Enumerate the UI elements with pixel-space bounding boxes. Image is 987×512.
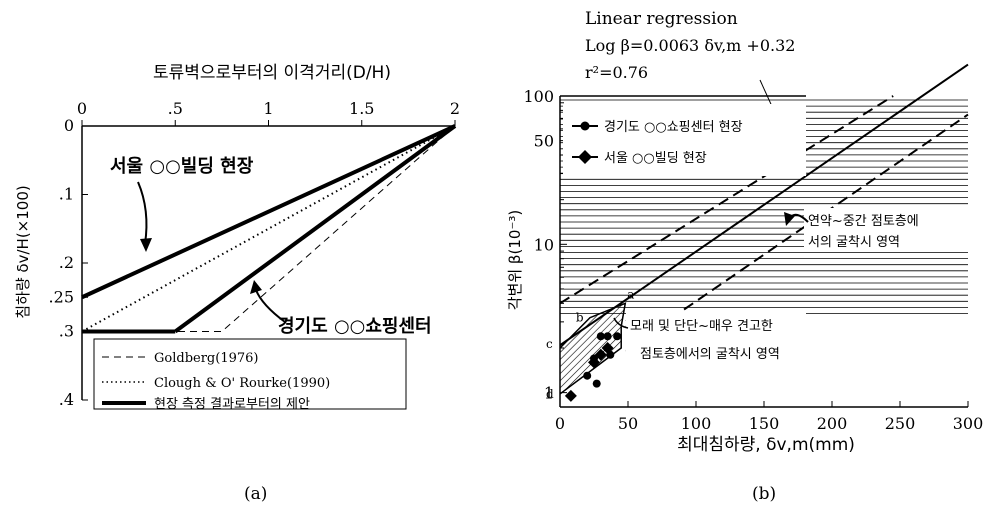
region-letter-a: a xyxy=(627,287,634,301)
data-point-seoul xyxy=(564,389,577,402)
chart-a-y-tick-label: .25 xyxy=(49,287,74,306)
data-point-seoul xyxy=(601,341,614,354)
regression-r2: r²=0.76 xyxy=(585,63,648,82)
region-letter-d: d xyxy=(546,387,554,401)
chart-a-x-tick-label: 1 xyxy=(263,99,273,118)
annotation-gyeonggi: 경기도 ○○쇼핑센터 xyxy=(278,316,432,337)
region-clay-pointer-head xyxy=(784,212,795,226)
arrow-gyeonggi xyxy=(255,289,286,323)
legend-b-shopping-label: 경기도 ○○쇼핑센터 현장 xyxy=(604,120,743,135)
regression-title: Linear regression xyxy=(585,9,738,29)
chart-b-x-tick-label: 50 xyxy=(618,414,638,433)
chart-a-y-tick-label: .2 xyxy=(59,253,74,272)
annotation-seoul: 서울 ○○빌딩 현장 xyxy=(110,156,254,177)
chart-b-x-axis-title: 최대침하량, δv,m(mm) xyxy=(677,435,855,455)
chart-a-y-tick-label: .3 xyxy=(59,322,74,341)
chart-a-x-tick-label: .5 xyxy=(168,99,183,118)
data-point-shopping xyxy=(603,332,612,341)
panel-label-a: (a) xyxy=(244,484,268,504)
legend-a-proposal-label: 현장 측정 결과로부터의 제안 xyxy=(154,397,310,412)
chart-a-left-axis-title: 침하량 δv/H(×100) xyxy=(14,185,32,318)
chart-a-x-tick-label: 0 xyxy=(77,99,87,118)
chart-a-y-tick-label: 0 xyxy=(64,116,74,135)
arrow-seoul-head xyxy=(140,238,152,252)
chart-b-x-tick-label: 0 xyxy=(555,414,565,433)
chart-b-y-tick-label: 50 xyxy=(534,132,554,151)
legend-b-shopping-marker xyxy=(580,121,590,131)
chart-a-y-tick-label: .1 xyxy=(59,185,74,204)
chart-b-y-axis-title: 각변위 β(10⁻³) xyxy=(506,210,524,310)
region-sand-pointer xyxy=(613,317,629,329)
chart-a-x-tick-label: 2 xyxy=(450,99,460,118)
region-letter-c: c xyxy=(546,337,553,351)
region-sand-label-bg xyxy=(626,312,806,369)
legend-a xyxy=(93,338,407,410)
legend-b-seoul-marker xyxy=(578,150,592,164)
chart-b-boundary-line-1 xyxy=(559,95,894,305)
chart-a-top-axis-title: 토류벽으로부터의 이격거리(D/H) xyxy=(153,63,391,83)
chart-b-x-tick-label: 150 xyxy=(749,414,780,433)
data-point-seoul xyxy=(588,356,600,369)
legend-b-seoul-label: 서울 ○○빌딩 현장 xyxy=(604,151,707,166)
arrow-seoul xyxy=(137,181,148,245)
region-clay-label-2: 서의 굴착시 영역 xyxy=(808,235,900,250)
region-letter-b: b xyxy=(576,311,584,325)
data-point-seoul xyxy=(594,348,607,361)
chart-b-y-tick-label: 10 xyxy=(534,235,554,254)
data-point-shopping xyxy=(596,332,605,341)
chart-a-series-line-1 xyxy=(81,125,456,333)
chart-b-y-tick-label: 100 xyxy=(523,87,554,106)
region-sand-label-2: 점토층에서의 굴착시 영역 xyxy=(640,347,780,362)
legend-b xyxy=(563,104,806,176)
chart-b-x-tick-label: 250 xyxy=(885,414,916,433)
regression-equation: Log β=0.0063 δv,m +0.32 xyxy=(585,36,795,55)
chart-b-boundary-line-0 xyxy=(559,63,969,346)
chart-b-x-tick-label: 100 xyxy=(681,414,712,433)
chart-a-y-tick-label: .4 xyxy=(59,390,74,409)
data-point-shopping xyxy=(613,332,622,341)
region-clay-label-1: 연약~중간 점토층에 xyxy=(808,214,919,229)
chart-b-boundary-line-2 xyxy=(627,113,969,349)
chart-b-y-tick-label: 1 xyxy=(544,384,554,403)
legend-a-goldberg-label: Goldberg(1976) xyxy=(154,351,258,366)
legend-a-clough-label: Clough & O' Rourke(1990) xyxy=(154,376,330,391)
chart-a-series-line-4 xyxy=(81,124,456,300)
chart-b-x-tick-label: 200 xyxy=(817,414,848,433)
region-sand-label-1: 모래 및 단단~매우 견고한 xyxy=(630,319,773,334)
chart-a-series-line-2 xyxy=(174,124,457,334)
arrow-gyeonggi-head xyxy=(250,280,262,294)
chart-a-x-tick-label: 1.5 xyxy=(349,99,374,118)
chart-b-x-tick-label: 300 xyxy=(953,414,984,433)
panel-label-b: (b) xyxy=(752,484,777,504)
region-clay-label-bg xyxy=(804,208,972,252)
data-point-shopping xyxy=(592,379,601,388)
data-point-shopping xyxy=(583,371,592,380)
